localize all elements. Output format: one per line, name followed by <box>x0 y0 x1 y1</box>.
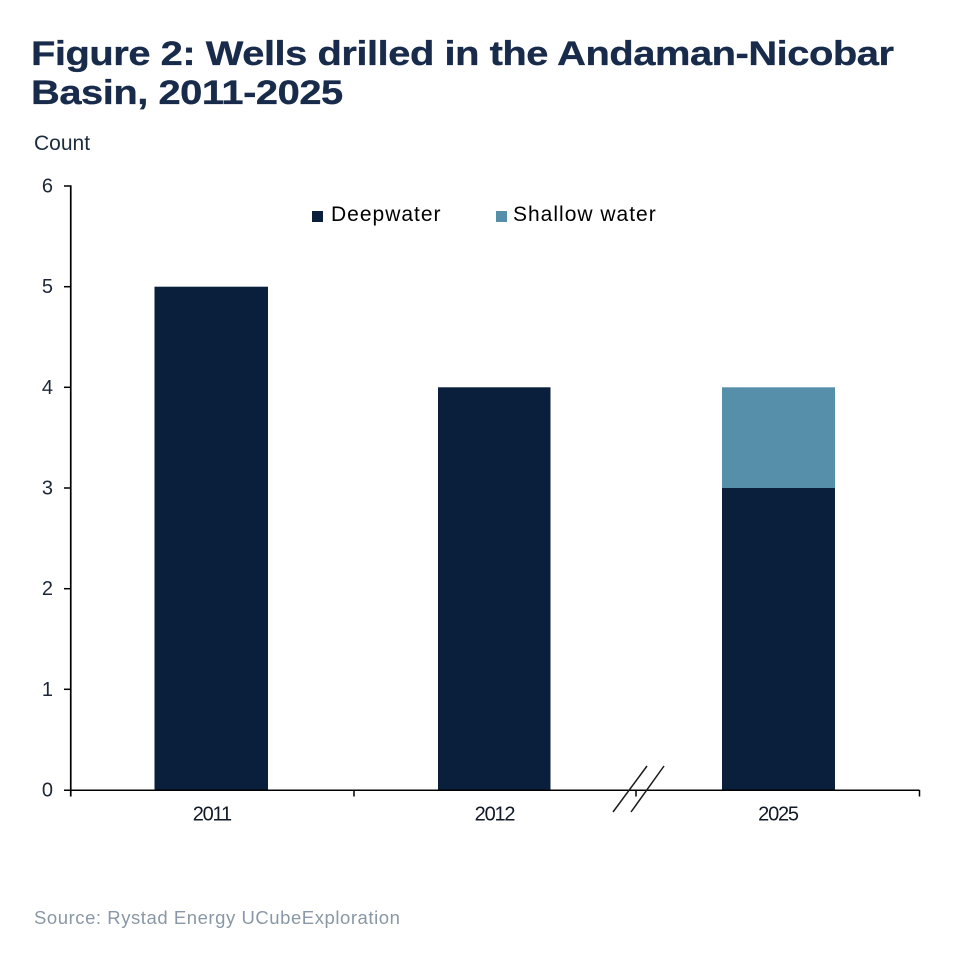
svg-text:2: 2 <box>42 578 53 600</box>
svg-text:2025: 2025 <box>758 803 799 825</box>
svg-text:5: 5 <box>42 276 53 298</box>
svg-text:0: 0 <box>42 780 53 802</box>
svg-text:2012: 2012 <box>475 803 516 825</box>
svg-text:1: 1 <box>42 679 53 701</box>
svg-text:3: 3 <box>42 478 53 500</box>
svg-text:4: 4 <box>42 377 53 399</box>
svg-text:6: 6 <box>42 176 53 198</box>
svg-text:2011: 2011 <box>193 803 232 825</box>
